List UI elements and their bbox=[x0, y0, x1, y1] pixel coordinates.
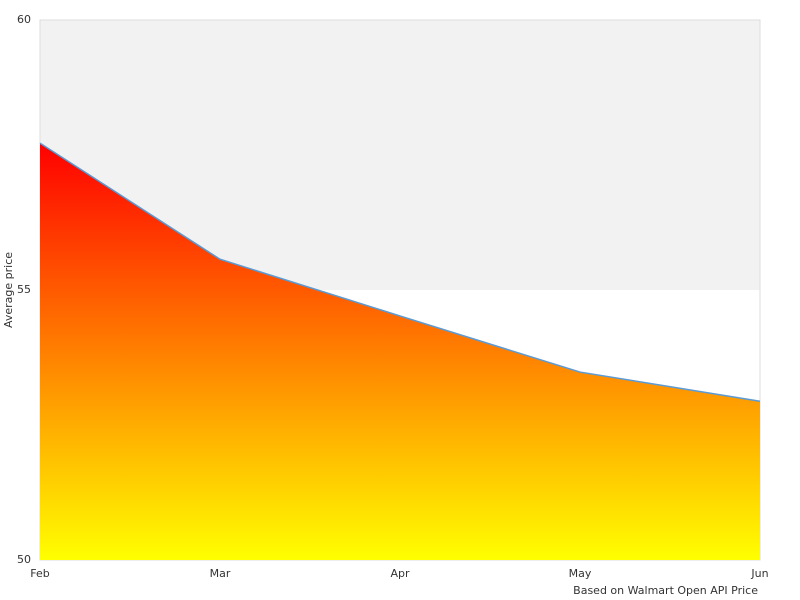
y-tick-label: 50 bbox=[17, 553, 31, 566]
y-tick-label: 60 bbox=[17, 13, 31, 26]
x-tick-label: May bbox=[569, 567, 592, 580]
x-tick-label: Feb bbox=[30, 567, 49, 580]
y-tick-label: 55 bbox=[17, 283, 31, 296]
y-axis-label: Average price bbox=[2, 252, 15, 328]
area bbox=[40, 143, 760, 560]
x-tick-label: Jun bbox=[750, 567, 768, 580]
x-axis-label: Based on Walmart Open API Price bbox=[573, 584, 758, 597]
x-tick-label: Apr bbox=[390, 567, 410, 580]
x-tick-label: Mar bbox=[210, 567, 231, 580]
line bbox=[39, 142, 761, 402]
